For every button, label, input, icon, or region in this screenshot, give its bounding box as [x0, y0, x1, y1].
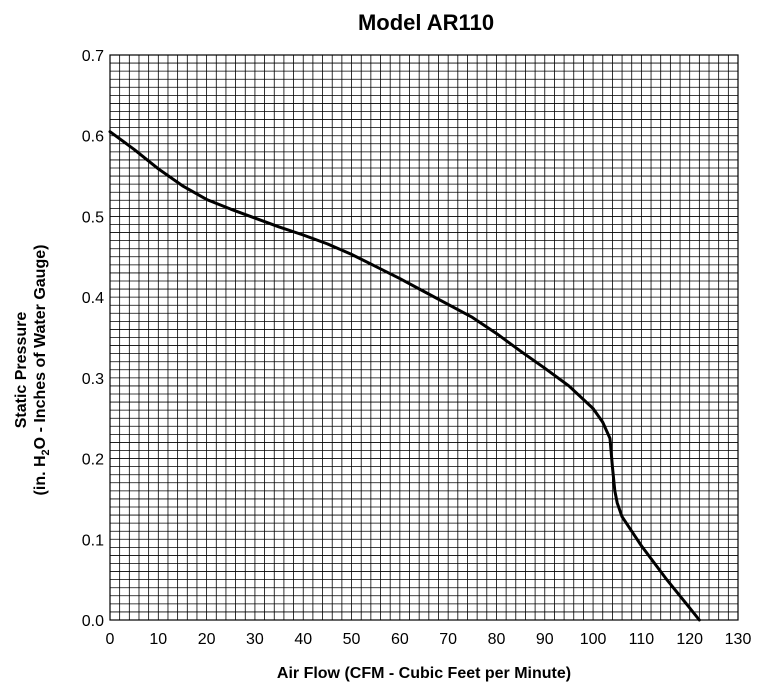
x-tick-label: 110	[629, 631, 655, 648]
y-axis-ticks: 0.0 0.1 0.2 0.3 0.4 0.5 0.6 0.7	[82, 48, 104, 630]
x-axis-ticks: 0 10 20 30 40 50 60 70 80 90 100 110 120 130	[106, 631, 752, 648]
plot-frame	[109, 54, 739, 621]
x-axis-title: Air Flow (CFM - Cubic Feet per Minute)	[277, 665, 571, 682]
y-tick-label: 0.4	[82, 290, 104, 307]
y-axis-title-prefix: (in. H	[32, 455, 49, 495]
y-axis-title-suffix: O - Inches of Water Gauge)	[32, 245, 49, 450]
y-axis-title-line2: (in. H2O - Inches of Water Gauge)	[32, 245, 52, 496]
y-tick-label: 0.2	[82, 452, 104, 469]
x-tick-label: 100	[580, 631, 607, 648]
y-axis-title-subscript: 2	[40, 449, 52, 455]
x-tick-label: 30	[246, 631, 264, 648]
y-tick-label: 0.6	[82, 129, 104, 146]
y-tick-label: 0.0	[82, 613, 104, 630]
x-tick-label: 10	[149, 631, 167, 648]
x-tick-label: 80	[488, 631, 506, 648]
x-tick-label: 120	[676, 631, 703, 648]
y-tick-label: 0.1	[82, 532, 104, 549]
x-tick-label: 130	[725, 631, 752, 648]
x-tick-label: 60	[391, 631, 409, 648]
x-tick-label: 40	[294, 631, 312, 648]
y-axis-title: Static Pressure (in. H2O - Inches of Wat…	[13, 245, 52, 496]
series-line	[108, 130, 701, 622]
x-tick-label: 70	[439, 631, 457, 648]
x-tick-label: 20	[198, 631, 216, 648]
y-axis-title-line1: Static Pressure	[13, 312, 30, 429]
grid	[109, 54, 739, 621]
x-tick-label: 50	[343, 631, 361, 648]
chart-title: Model AR110	[358, 10, 494, 35]
y-tick-label: 0.3	[82, 371, 104, 388]
y-tick-label: 0.5	[82, 209, 104, 226]
y-tick-label: 0.7	[82, 48, 104, 65]
x-tick-label: 90	[536, 631, 554, 648]
x-tick-label: 0	[106, 631, 115, 648]
